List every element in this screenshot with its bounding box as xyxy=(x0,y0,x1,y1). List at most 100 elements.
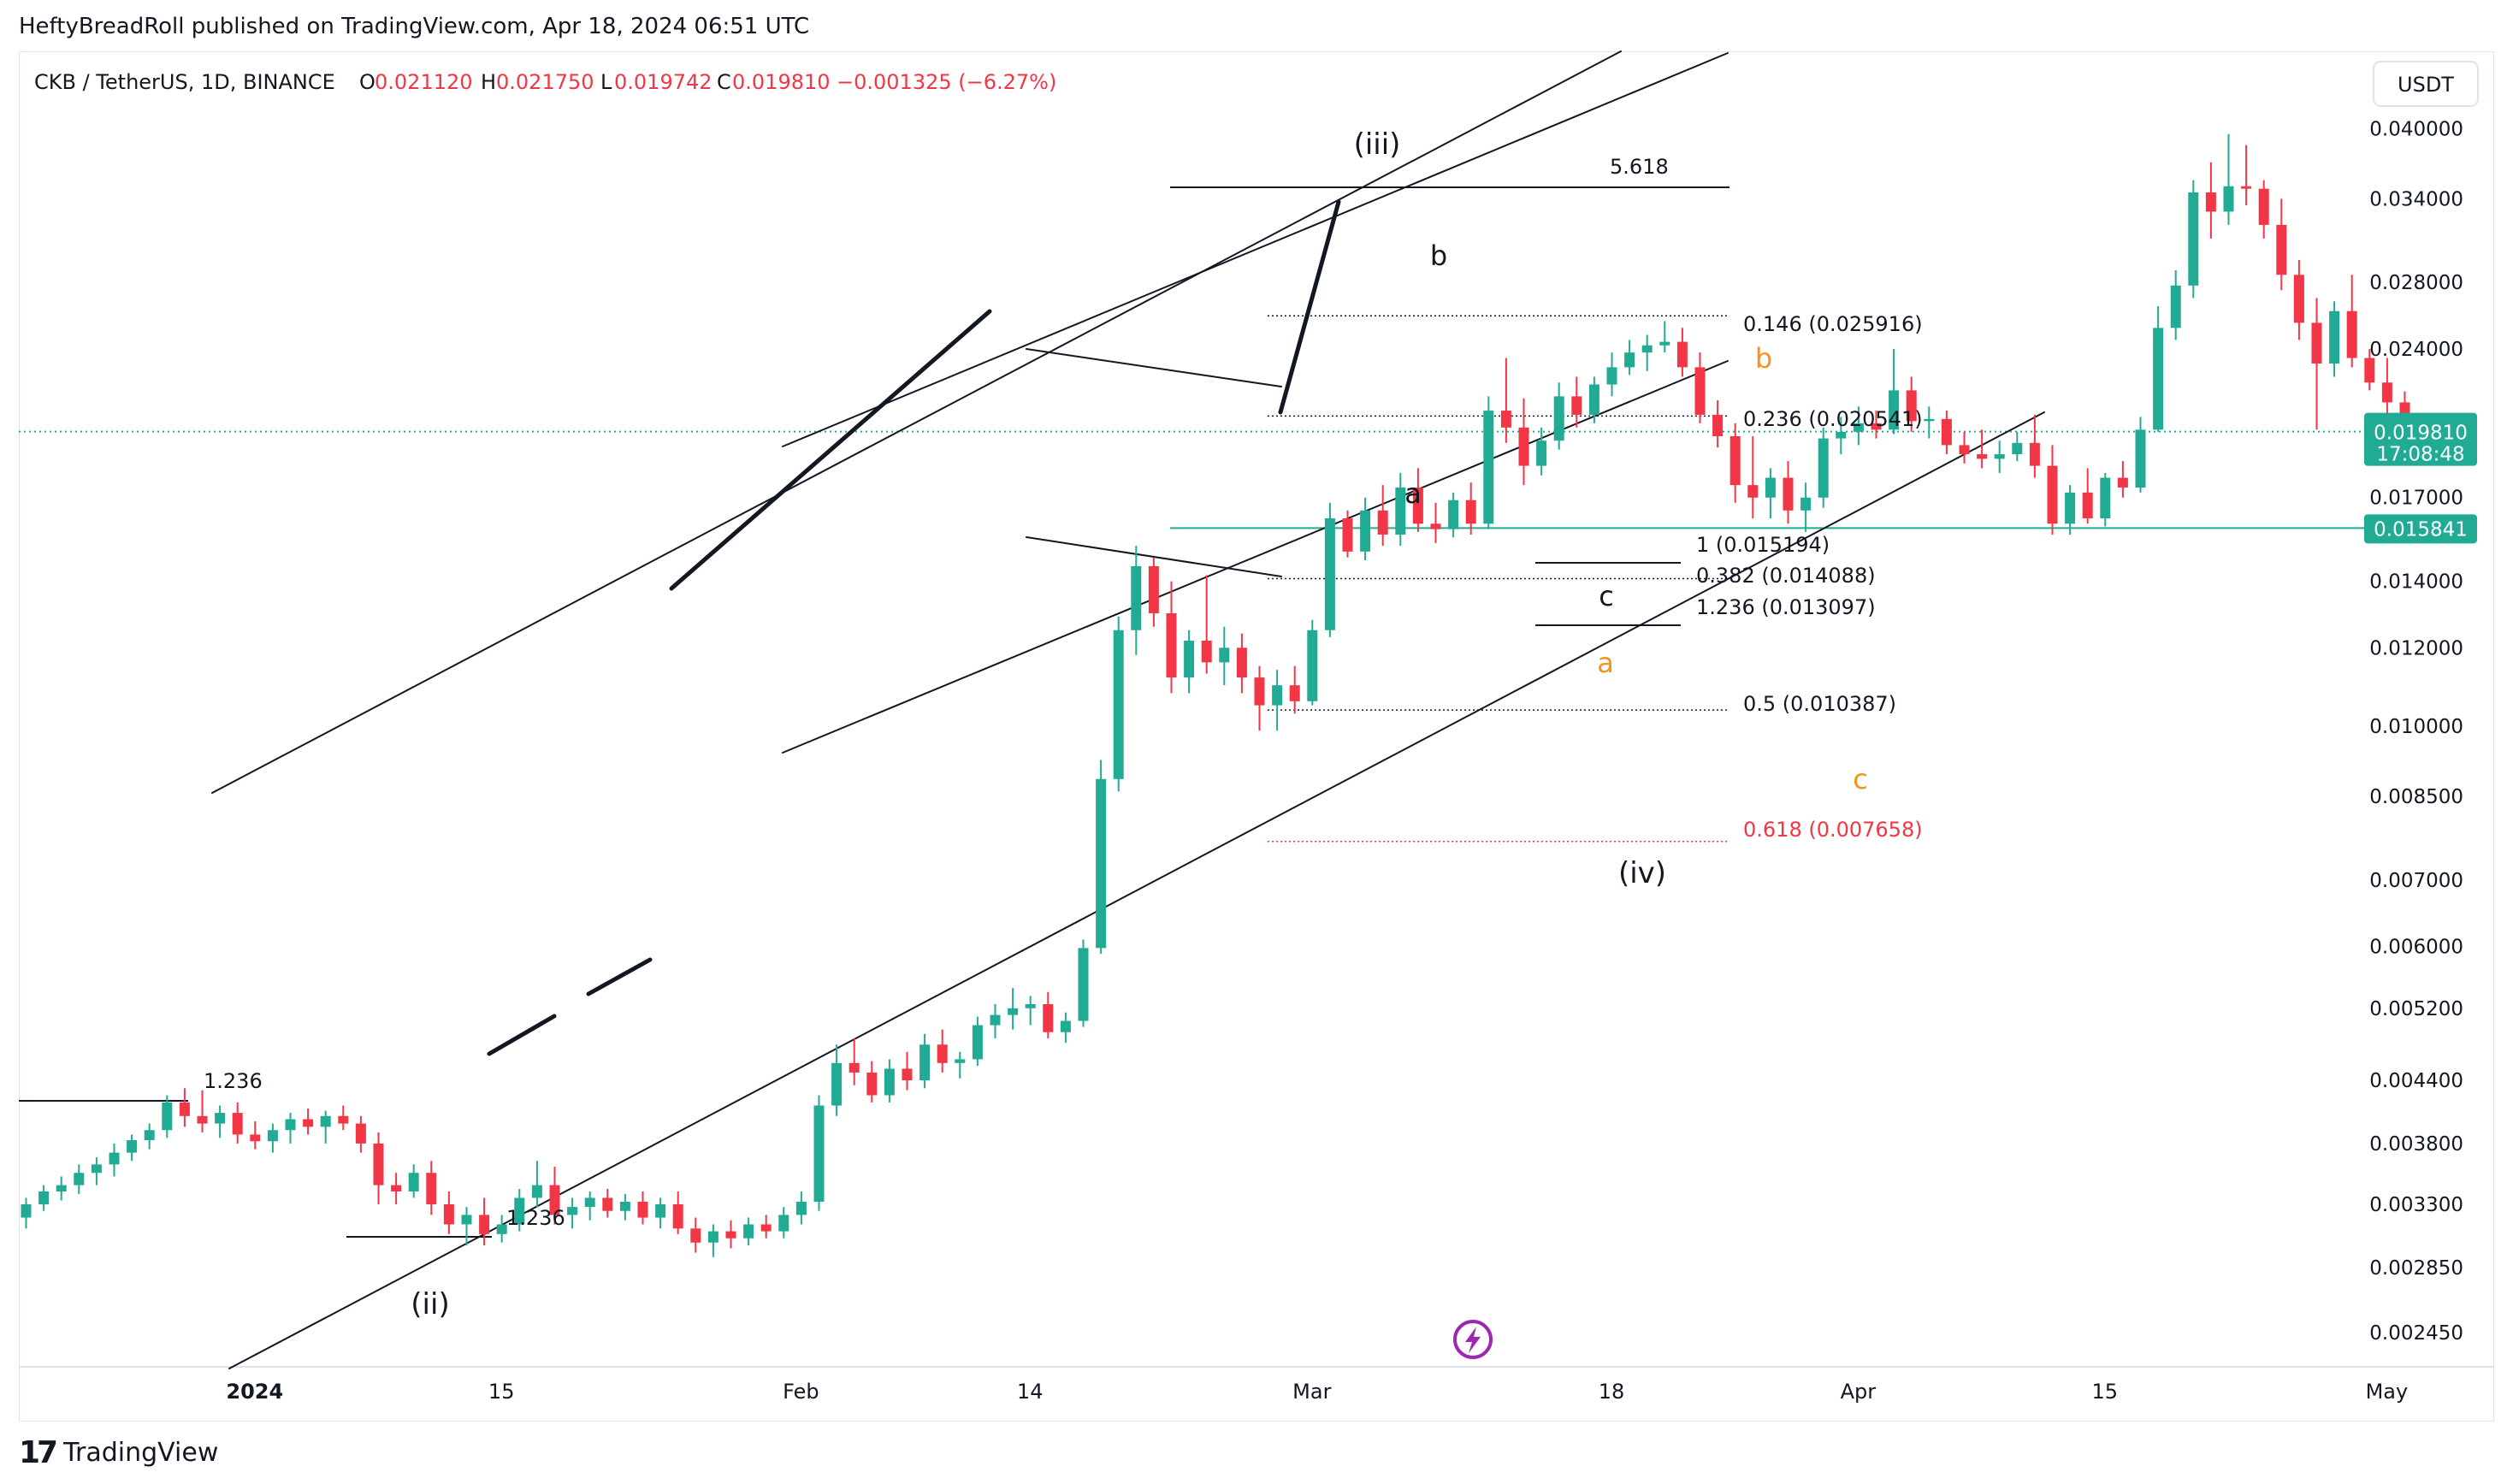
candle-body xyxy=(531,1185,542,1198)
candle-body xyxy=(1800,497,1812,511)
fib-level-label: 1.236 (0.013097) xyxy=(1696,595,1876,619)
candle-body xyxy=(1360,510,1371,552)
wave-label: a xyxy=(1597,647,1614,679)
candle-body xyxy=(1624,352,1635,368)
upper-channel-line xyxy=(211,50,1622,794)
flag-top-line xyxy=(1026,348,1282,387)
y-tick-label: 0.040000 xyxy=(2369,118,2463,140)
chart-frame[interactable] xyxy=(19,51,2494,1422)
candle-body xyxy=(2117,477,2128,488)
candle-body xyxy=(373,1143,384,1185)
candle-body xyxy=(567,1207,578,1215)
candle-body xyxy=(2241,186,2252,189)
candle-body xyxy=(1166,612,1177,678)
y-tick-label: 0.017000 xyxy=(2369,488,2463,510)
candle-body xyxy=(1254,677,1265,706)
candle-body xyxy=(672,1204,683,1229)
candle-body xyxy=(215,1113,226,1124)
candle-body xyxy=(760,1224,772,1232)
candle-body xyxy=(1871,423,1882,430)
candle-body xyxy=(1236,647,1247,678)
candle-body xyxy=(479,1215,490,1234)
y-tick-label: 0.003800 xyxy=(2369,1133,2463,1156)
candle-body xyxy=(1113,630,1124,779)
candle-body xyxy=(848,1062,860,1073)
candle-body xyxy=(1096,778,1107,949)
fib-level-label: 0.382 (0.014088) xyxy=(1696,564,1876,588)
y-tick-label: 0.006000 xyxy=(2369,937,2463,959)
candle-body xyxy=(320,1115,331,1127)
y-tick-label: 0.010000 xyxy=(2369,716,2463,738)
candle-body xyxy=(2012,442,2023,455)
candle-body xyxy=(1131,565,1142,630)
candle-body xyxy=(162,1102,173,1131)
x-tick-label: 18 xyxy=(1599,1380,1625,1404)
candle-body xyxy=(2188,192,2199,286)
level-price-badge xyxy=(2364,514,2477,544)
candle-body xyxy=(1465,500,1476,524)
fib-level-label: 0.146 (0.025916) xyxy=(1743,312,1923,336)
tradingview-logo-icon: 17 xyxy=(19,1434,58,1470)
wave-label: (iii) xyxy=(1354,127,1401,162)
candle-body xyxy=(127,1139,138,1153)
y-axis: 0.040000 0.034000 0.028000 0.024000 0.017000… xyxy=(2369,118,2463,1345)
candle-body xyxy=(355,1123,366,1144)
footer-logo[interactable]: 17 TradingView xyxy=(19,1433,218,1472)
legend-c-label: C xyxy=(717,70,731,94)
impulse-segment-2 xyxy=(487,1014,557,1056)
candle-body xyxy=(1747,485,1759,498)
candle-body xyxy=(197,1115,208,1124)
x-tick-label: Apr xyxy=(1841,1380,1877,1404)
candle-body xyxy=(1818,438,1829,498)
publish-header: HeftyBreadRoll published on TradingView.… xyxy=(19,14,810,39)
candle-body xyxy=(2153,328,2164,430)
fib-level-label: 0.5 (0.010387) xyxy=(1743,692,1896,716)
candle-body xyxy=(56,1185,67,1191)
candle-body xyxy=(1659,341,1670,346)
candle-body xyxy=(1959,445,1970,455)
currency-button-label: USDT xyxy=(2398,73,2454,97)
candle-body xyxy=(743,1224,754,1239)
candle-body xyxy=(21,1204,32,1218)
wave-label: (iv) xyxy=(1618,856,1666,890)
wave-label: c xyxy=(1853,763,1868,795)
candle-body xyxy=(1906,390,1917,422)
candle-body xyxy=(338,1115,349,1124)
fib-level-label: 0.236 (0.020541) xyxy=(1743,407,1923,431)
candle-body xyxy=(2047,465,2058,524)
candle-body xyxy=(1729,436,1741,486)
impulse-segment-1 xyxy=(669,309,992,591)
candle-body xyxy=(1043,1003,1054,1032)
countdown-value: 17:08:48 xyxy=(2376,444,2464,466)
candle-body xyxy=(2100,477,2111,519)
currency-button[interactable] xyxy=(2373,61,2479,107)
candle-body xyxy=(408,1173,419,1191)
candle-body xyxy=(1641,345,1653,353)
candle-body xyxy=(655,1204,666,1218)
candle-body xyxy=(1078,948,1089,1021)
candle-body xyxy=(250,1134,261,1142)
x-axis: 202415Feb14Mar18Apr15May14Jun17J xyxy=(226,1380,2408,1404)
candle-body xyxy=(2364,358,2375,383)
candle-body xyxy=(443,1204,454,1225)
candle-body xyxy=(1395,488,1406,535)
candle-body xyxy=(303,1119,314,1127)
candle-body xyxy=(1219,647,1230,663)
candle-body xyxy=(1518,427,1529,466)
candle-body xyxy=(1342,518,1353,552)
candle-body xyxy=(2205,192,2216,212)
legend-symbol: CKB / TetherUS, 1D, BINANCE xyxy=(34,70,335,94)
candle-body xyxy=(1553,396,1564,441)
candle-body xyxy=(884,1068,895,1096)
candle-body xyxy=(725,1231,736,1239)
candle-body xyxy=(937,1044,948,1063)
candle-body xyxy=(2311,322,2322,364)
candle-body xyxy=(109,1152,120,1165)
drawings-layer xyxy=(19,50,2369,1369)
y-tick-label: 0.008500 xyxy=(2369,786,2463,808)
candle-body xyxy=(813,1105,825,1202)
candle-body xyxy=(2223,186,2234,212)
candle-body xyxy=(1765,477,1776,498)
candle-body xyxy=(1994,454,2005,459)
